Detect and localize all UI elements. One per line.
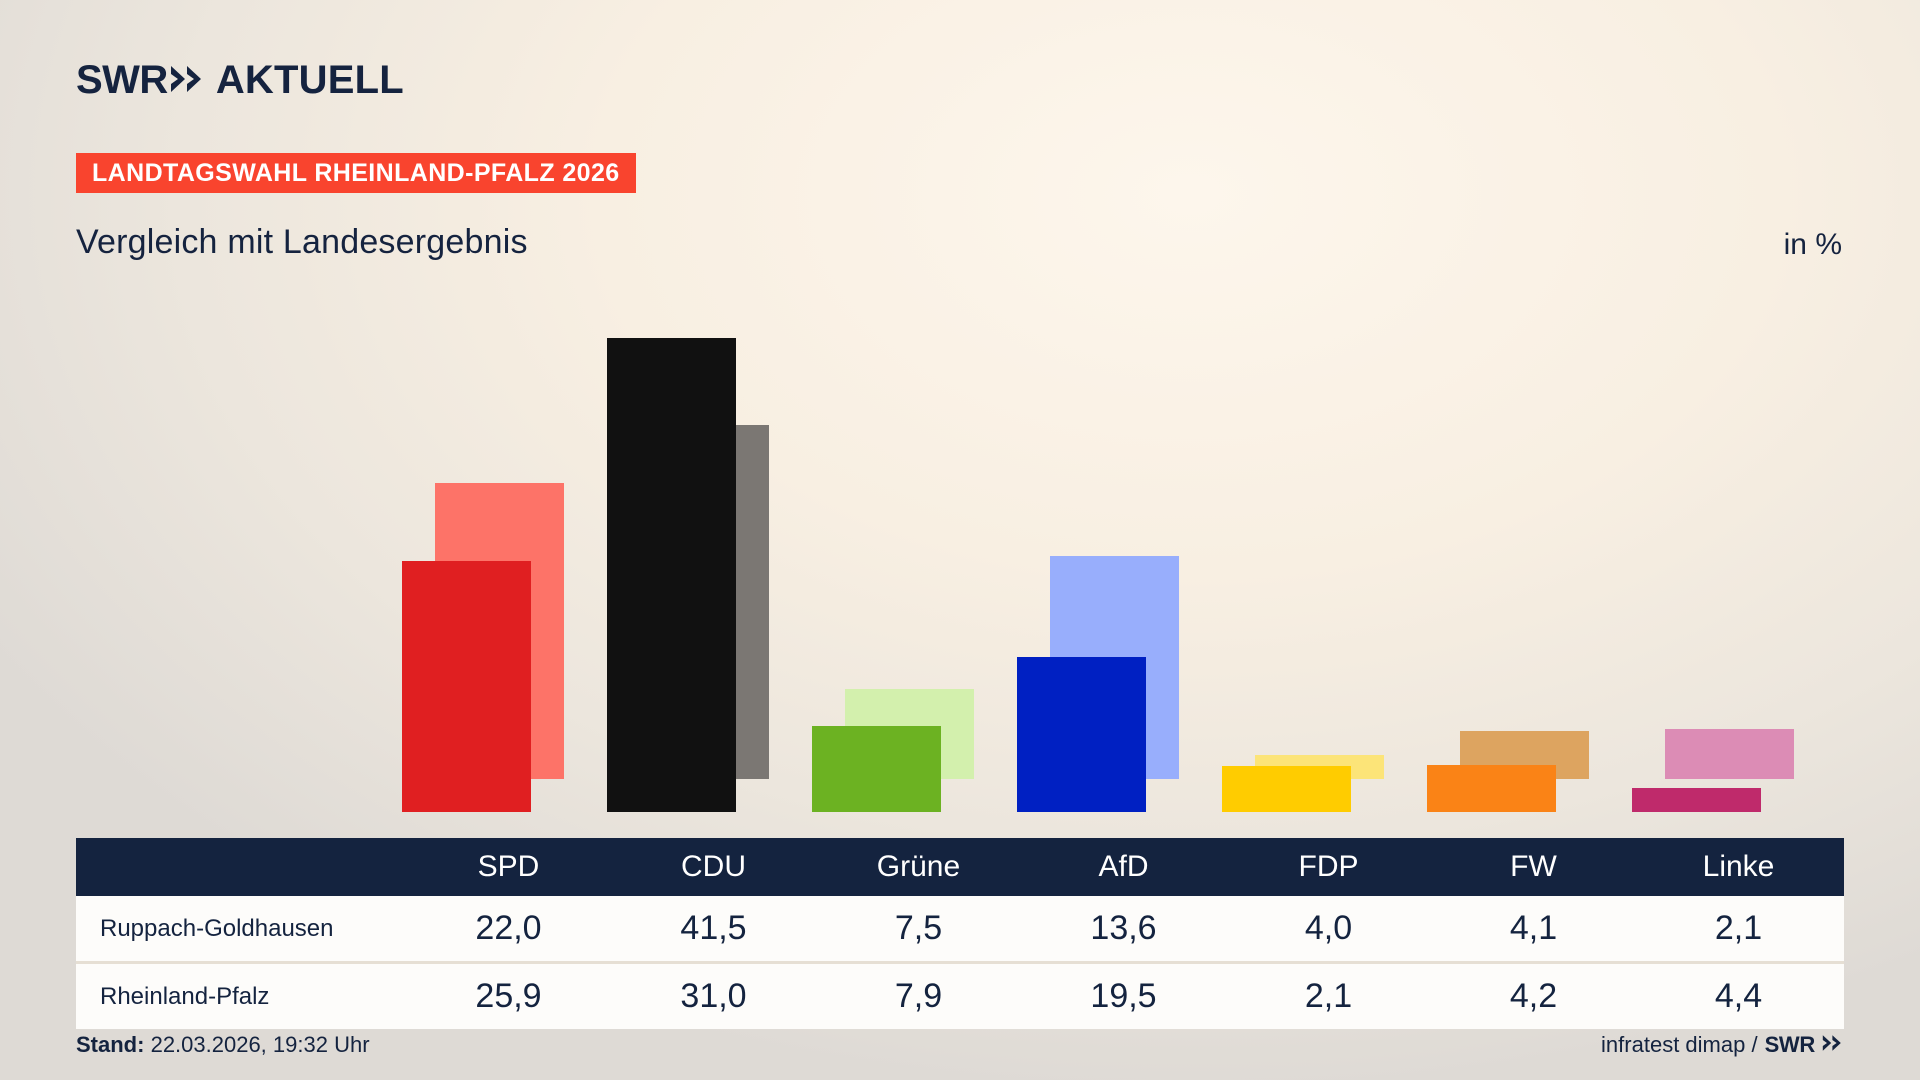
column-header-fw: FW xyxy=(1510,850,1557,883)
value-state-cdu: 31,0 xyxy=(680,977,747,1015)
bar-local-linke xyxy=(1632,788,1761,812)
bar-state-linke xyxy=(1665,728,1794,779)
bar-local-spd xyxy=(402,560,531,812)
value-local-afd: 13,6 xyxy=(1090,909,1157,947)
source-label: infratest dimap / xyxy=(1601,1032,1758,1057)
value-local-fw: 4,1 xyxy=(1509,909,1558,947)
value-state-afd: 19,5 xyxy=(1090,977,1157,1015)
value-state-linke: 4,4 xyxy=(1714,977,1763,1015)
row-label-state: Rheinland-Pfalz xyxy=(100,982,270,1010)
election-banner-label: LANDTAGSWAHL RHEINLAND-PFALZ 2026 xyxy=(92,158,620,187)
value-local-cdu: 41,5 xyxy=(680,909,747,947)
swr-aktuell-logo: SWR AKTUELL xyxy=(76,58,404,102)
footer: Stand: 22.03.2026, 19:32 Uhr infratest d… xyxy=(76,1032,1844,1058)
bar-local-grüne xyxy=(812,726,941,812)
timestamp-value: 22.03.2026, 19:32 Uhr xyxy=(150,1032,370,1057)
value-local-gruene: 7,5 xyxy=(894,909,943,947)
column-header-linke: Linke xyxy=(1702,850,1775,883)
column-header-gruene: Grüne xyxy=(876,850,961,883)
table-row: Rheinland-Pfalz 25,9 31,0 7,9 19,5 2,1 4… xyxy=(76,961,1844,1029)
row-label-local: Ruppach-Goldhausen xyxy=(100,914,334,942)
value-state-spd: 25,9 xyxy=(475,977,542,1015)
bar-local-fw xyxy=(1427,765,1556,812)
timestamp-label: Stand: xyxy=(76,1032,145,1057)
aktuell-wordmark: AKTUELL xyxy=(215,58,404,102)
chevron-double-right-icon xyxy=(1822,1032,1844,1058)
value-local-linke: 2,1 xyxy=(1714,909,1763,947)
value-state-fdp: 2,1 xyxy=(1304,977,1353,1015)
column-header-cdu: CDU xyxy=(681,850,746,883)
value-state-gruene: 7,9 xyxy=(894,977,943,1015)
bar-local-afd xyxy=(1017,656,1146,812)
bar-local-cdu xyxy=(607,338,736,812)
timestamp: Stand: 22.03.2026, 19:32 Uhr xyxy=(76,1032,370,1058)
election-banner: LANDTAGSWAHL RHEINLAND-PFALZ 2026 xyxy=(76,153,636,193)
source-attribution: infratest dimap / SWR xyxy=(1601,1032,1844,1058)
table-header-row: SPD CDU Grüne AfD FDP FW Linke xyxy=(76,838,1844,896)
unit-label: in % xyxy=(1783,228,1842,261)
value-state-fw: 4,2 xyxy=(1509,977,1558,1015)
table-row: Ruppach-Goldhausen 22,0 41,5 7,5 13,6 4,… xyxy=(76,896,1844,961)
bar-local-fdp xyxy=(1222,766,1351,812)
swr-wordmark: SWR xyxy=(76,58,168,102)
page-subtitle: Vergleich mit Landesergebnis xyxy=(76,223,528,261)
column-header-afd: AfD xyxy=(1098,850,1149,883)
column-header-fdp: FDP xyxy=(1298,850,1359,883)
results-table: SPD CDU Grüne AfD FDP FW Linke Ruppach-G… xyxy=(76,838,1844,1029)
chevron-double-right-icon xyxy=(170,64,206,99)
value-local-spd: 22,0 xyxy=(475,909,542,947)
source-swr-wordmark: SWR xyxy=(1764,1032,1816,1057)
value-local-fdp: 4,0 xyxy=(1304,909,1353,947)
column-header-spd: SPD xyxy=(477,850,540,883)
